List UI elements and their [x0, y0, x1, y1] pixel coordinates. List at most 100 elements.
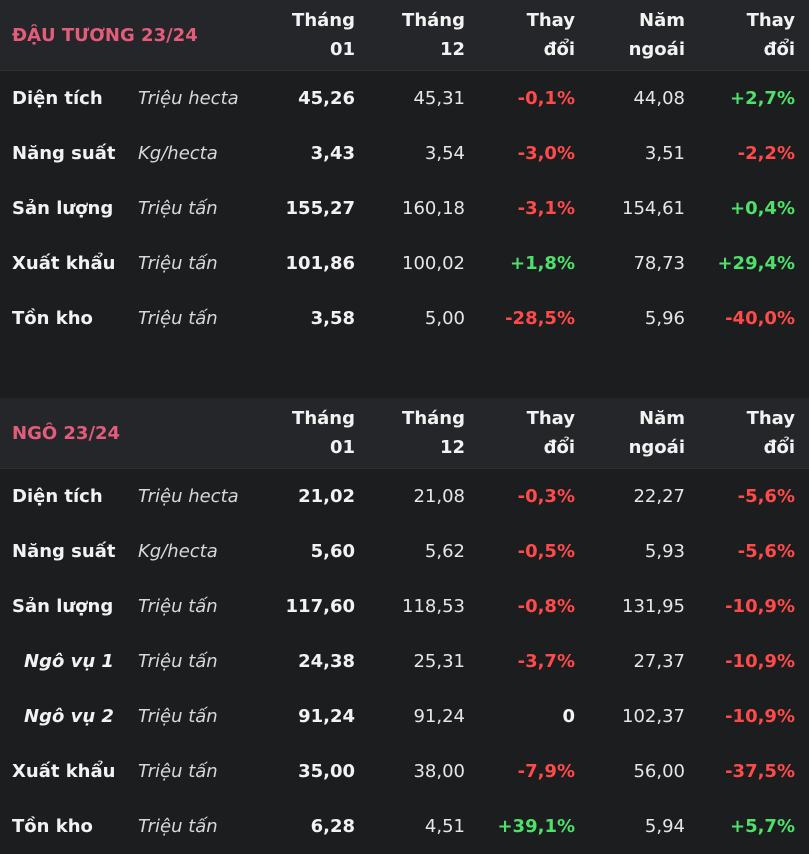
change-year: -5,6% [737, 541, 795, 562]
row-label: Tồn kho [12, 308, 93, 329]
value-jan: 24,38 [298, 651, 355, 672]
row-unit: Kg/hecta [138, 541, 218, 562]
change-year: -10,9% [725, 596, 795, 617]
value-dec: 25,31 [413, 651, 465, 672]
header-line: đổi [763, 437, 795, 458]
table-row: Tồn kho Triệu tấn 3,58 5,00 -28,5% 5,96 -40,0% [0, 291, 809, 346]
change-month: -0,8% [517, 596, 575, 617]
header-col5: Thay đổi [685, 404, 795, 462]
value-last-year: 5,93 [644, 541, 685, 562]
value-last-year: 5,94 [644, 816, 685, 837]
change-year: -10,9% [725, 706, 795, 727]
value-jan: 5,60 [310, 541, 355, 562]
change-month: -3,1% [517, 198, 575, 219]
row-unit: Triệu tấn [138, 651, 218, 672]
header-line: đổi [543, 437, 575, 458]
row-unit: Triệu tấn [138, 761, 218, 782]
value-last-year: 5,96 [644, 308, 685, 329]
section-title: NGÔ 23/24 [12, 422, 121, 444]
value-jan: 155,27 [285, 198, 355, 219]
value-jan: 35,00 [298, 761, 355, 782]
table-row: Sản lượng Triệu tấn 155,27 160,18 -3,1% 154,6… [0, 181, 809, 236]
value-dec: 5,00 [424, 308, 465, 329]
row-unit: Triệu tấn [138, 706, 218, 727]
value-dec: 91,24 [413, 706, 465, 727]
row-unit: Triệu hecta [138, 88, 239, 109]
header-col3: Thay đổi [465, 404, 575, 462]
row-unit: Kg/hecta [138, 143, 218, 164]
value-dec: 3,54 [424, 143, 465, 164]
row-label: Sản lượng [12, 596, 114, 617]
header-line: Tháng [402, 408, 465, 429]
table-header: NGÔ 23/24 Tháng 01 Tháng 12 Thay đổi Năm ngoái Th… [0, 398, 809, 469]
header-line: Thay [746, 10, 795, 31]
row-unit: Triệu tấn [138, 816, 218, 837]
row-label: Năng suất [12, 541, 116, 562]
change-year: -37,5% [725, 761, 795, 782]
row-unit: Triệu tấn [138, 198, 218, 219]
table-header: ĐẬU TƯƠNG 23/24 Tháng 01 Tháng 12 Thay đổi Năm n… [0, 0, 809, 71]
header-line: Thay [526, 10, 575, 31]
change-year: -5,6% [737, 486, 795, 507]
change-month: -7,9% [517, 761, 575, 782]
header-line: đổi [763, 39, 795, 60]
change-month: -0,3% [517, 486, 575, 507]
change-year: +2,7% [729, 88, 795, 109]
value-dec: 5,62 [424, 541, 465, 562]
table-row: Tồn kho Triệu tấn 6,28 4,51 +39,1% 5,94 +5,7% [0, 799, 809, 854]
table-row: Năng suất Kg/hecta 5,60 5,62 -0,5% 5,93 -5,6% [0, 524, 809, 579]
table-row: Xuất khẩu Triệu tấn 101,86 100,02 +1,8% 78,73… [0, 236, 809, 291]
value-last-year: 154,61 [622, 198, 685, 219]
section-title: ĐẬU TƯƠNG 23/24 [12, 24, 198, 46]
row-label: Xuất khẩu [12, 761, 116, 782]
table-row: Xuất khẩu Triệu tấn 35,00 38,00 -7,9% 56,00 -3… [0, 744, 809, 799]
table-row: Ngô vụ 1 Triệu tấn 24,38 25,31 -3,7% 27,37 -10… [0, 634, 809, 689]
table-section: NGÔ 23/24 Tháng 01 Tháng 12 Thay đổi Năm ngoái Th… [0, 398, 809, 854]
header-line: Thay [746, 408, 795, 429]
change-month: -3,0% [517, 143, 575, 164]
change-year: -2,2% [737, 143, 795, 164]
change-month: 0 [562, 706, 575, 727]
header-line: 01 [329, 437, 355, 458]
row-label: Diện tích [12, 486, 103, 507]
header-line: Năm [639, 408, 685, 429]
header-col2: Tháng 12 [355, 404, 465, 462]
value-dec: 100,02 [402, 253, 465, 274]
row-unit: Triệu tấn [138, 596, 218, 617]
row-unit: Triệu tấn [138, 253, 218, 274]
change-month: +39,1% [497, 816, 575, 837]
value-last-year: 131,95 [622, 596, 685, 617]
header-line: Thay [526, 408, 575, 429]
table-row: Sản lượng Triệu tấn 117,60 118,53 -0,8% 131,9… [0, 579, 809, 634]
header-col4: Năm ngoái [575, 6, 685, 64]
row-label: Diện tích [12, 88, 103, 109]
row-label: Ngô vụ 2 [24, 706, 114, 727]
row-label: Ngô vụ 1 [24, 651, 114, 672]
header-col3: Thay đổi [465, 6, 575, 64]
change-year: +0,4% [729, 198, 795, 219]
row-label: Sản lượng [12, 198, 114, 219]
row-unit: Triệu tấn [138, 308, 218, 329]
header-line: 01 [329, 39, 355, 60]
change-year: -10,9% [725, 651, 795, 672]
section-spacer [0, 346, 809, 398]
change-year: +29,4% [717, 253, 795, 274]
header-col2: Tháng 12 [355, 6, 465, 64]
table-row: Diện tích Triệu hecta 21,02 21,08 -0,3% 22,27… [0, 469, 809, 524]
header-col1: Tháng 01 [280, 6, 355, 64]
value-last-year: 102,37 [622, 706, 685, 727]
header-line: ngoái [628, 437, 685, 458]
header-col5: Thay đổi [685, 6, 795, 64]
value-last-year: 22,27 [633, 486, 685, 507]
header-col4: Năm ngoái [575, 404, 685, 462]
table-row: Ngô vụ 2 Triệu tấn 91,24 91,24 0 102,37 -10,9% [0, 689, 809, 744]
row-label: Năng suất [12, 143, 116, 164]
header-line: Tháng [292, 10, 355, 31]
row-label: Tồn kho [12, 816, 93, 837]
header-line: 12 [439, 39, 465, 60]
header-line: ngoái [628, 39, 685, 60]
change-year: -40,0% [725, 308, 795, 329]
value-jan: 101,86 [285, 253, 355, 274]
table-section: ĐẬU TƯƠNG 23/24 Tháng 01 Tháng 12 Thay đổi Năm n… [0, 0, 809, 346]
